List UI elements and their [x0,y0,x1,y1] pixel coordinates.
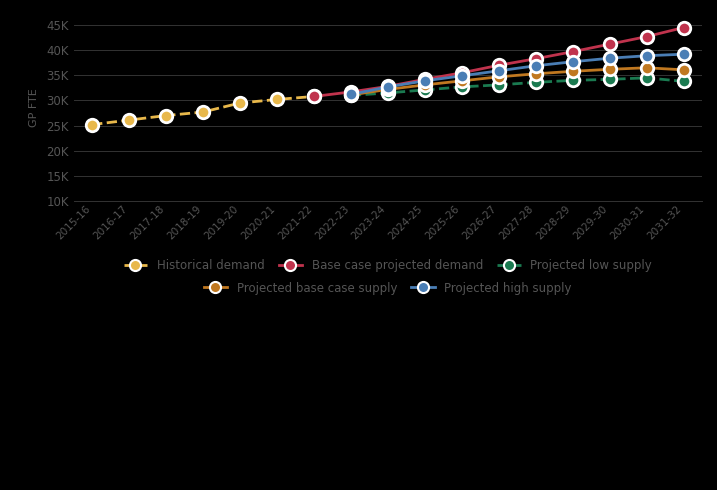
Y-axis label: GP FTE: GP FTE [29,89,39,127]
Legend: Projected base case supply, Projected high supply: Projected base case supply, Projected hi… [199,277,576,299]
